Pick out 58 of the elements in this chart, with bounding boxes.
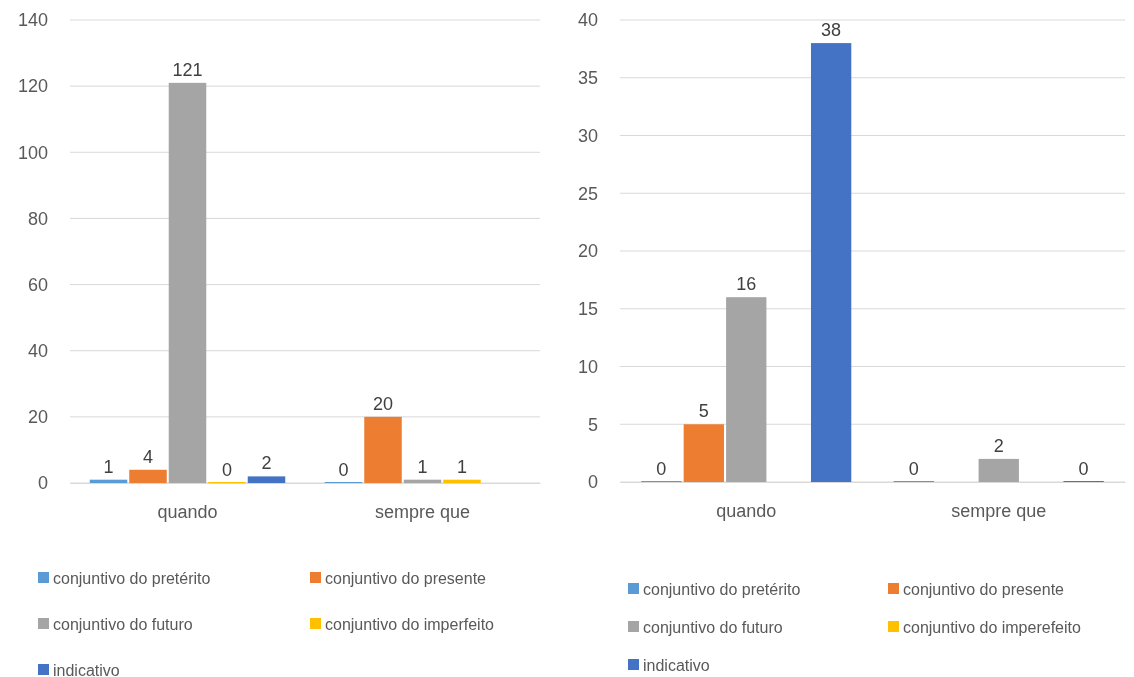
x-tick-label: quando [157, 501, 218, 522]
legend-label: conjuntivo do pretérito [53, 570, 211, 587]
bar [89, 479, 128, 483]
bar [683, 424, 724, 482]
y-tick-label: 25 [577, 183, 598, 204]
bar [364, 416, 402, 483]
data-label: 20 [372, 393, 394, 414]
y-tick-label: 40 [577, 10, 598, 31]
data-label: 0 [908, 459, 919, 479]
data-label: 4 [143, 446, 154, 467]
data-label: 5 [698, 401, 709, 422]
y-tick-label: 15 [577, 299, 598, 320]
y-tick-label: 40 [27, 340, 48, 361]
data-label: 0 [221, 460, 232, 480]
data-label: 2 [261, 453, 272, 474]
x-tick-label: sempre que [374, 501, 471, 522]
x-tick-label: sempre que [951, 500, 1047, 521]
bar [443, 479, 481, 483]
bar [978, 458, 1019, 482]
bar [168, 82, 207, 483]
data-label: 1 [417, 456, 428, 477]
y-tick-label: 120 [17, 76, 48, 97]
data-label: 0 [1078, 459, 1089, 479]
legend-label: conjuntivo do imperefeito [903, 619, 1081, 636]
bar [810, 43, 852, 482]
bar [247, 476, 286, 483]
y-tick-label: 30 [577, 125, 598, 146]
y-tick-label: 20 [577, 241, 598, 262]
data-label: 38 [821, 20, 842, 41]
legend-label: conjuntivo do presente [325, 570, 487, 587]
y-tick-label: 0 [37, 473, 48, 494]
y-tick-label: 0 [587, 472, 598, 493]
y-tick-label: 80 [27, 208, 48, 229]
data-label: 1 [456, 456, 467, 477]
bar [726, 297, 767, 482]
x-tick-label: quando [716, 500, 777, 521]
y-tick-label: 60 [27, 274, 48, 295]
y-tick-label: 5 [587, 414, 598, 435]
y-tick-label: 35 [577, 68, 598, 89]
y-tick-label: 140 [17, 10, 48, 31]
data-label: 121 [172, 59, 203, 80]
data-label: 2 [993, 435, 1004, 456]
legend-label: indicativo [53, 662, 120, 677]
data-label: 1 [103, 456, 114, 477]
bar [403, 479, 442, 483]
y-tick-label: 10 [577, 356, 598, 377]
legend-label: conjuntivo do presente [903, 581, 1065, 598]
legend-label: indicativo [643, 657, 710, 674]
data-label: 0 [656, 459, 667, 479]
data-label: 0 [338, 460, 349, 480]
legend-label: conjuntivo do futuro [53, 616, 193, 633]
y-tick-label: 100 [17, 142, 48, 163]
data-label: 16 [736, 274, 757, 295]
legend-label: conjuntivo do futuro [643, 619, 783, 636]
legend-label: conjuntivo do imperfeito [325, 616, 495, 633]
legend-label: conjuntivo do pretérito [643, 581, 801, 598]
y-tick-label: 20 [27, 407, 48, 428]
bar [129, 469, 167, 483]
